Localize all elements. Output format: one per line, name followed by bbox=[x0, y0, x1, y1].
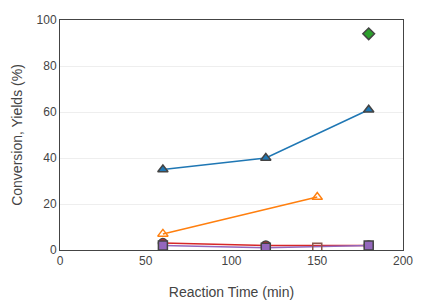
svg-text:40: 40 bbox=[43, 151, 57, 165]
svg-text:0: 0 bbox=[50, 243, 57, 257]
svg-text:100: 100 bbox=[37, 13, 57, 27]
svg-text:80: 80 bbox=[43, 59, 57, 73]
svg-text:50: 50 bbox=[139, 254, 153, 268]
svg-text:200: 200 bbox=[393, 254, 413, 268]
svg-text:0: 0 bbox=[57, 254, 64, 268]
svg-text:100: 100 bbox=[221, 254, 241, 268]
svg-text:Reaction Time (min): Reaction Time (min) bbox=[169, 284, 294, 300]
svg-text:20: 20 bbox=[43, 197, 57, 211]
svg-text:60: 60 bbox=[43, 105, 57, 119]
svg-text:150: 150 bbox=[307, 254, 327, 268]
svg-text:Conversion, Yields (%): Conversion, Yields (%) bbox=[9, 64, 25, 206]
